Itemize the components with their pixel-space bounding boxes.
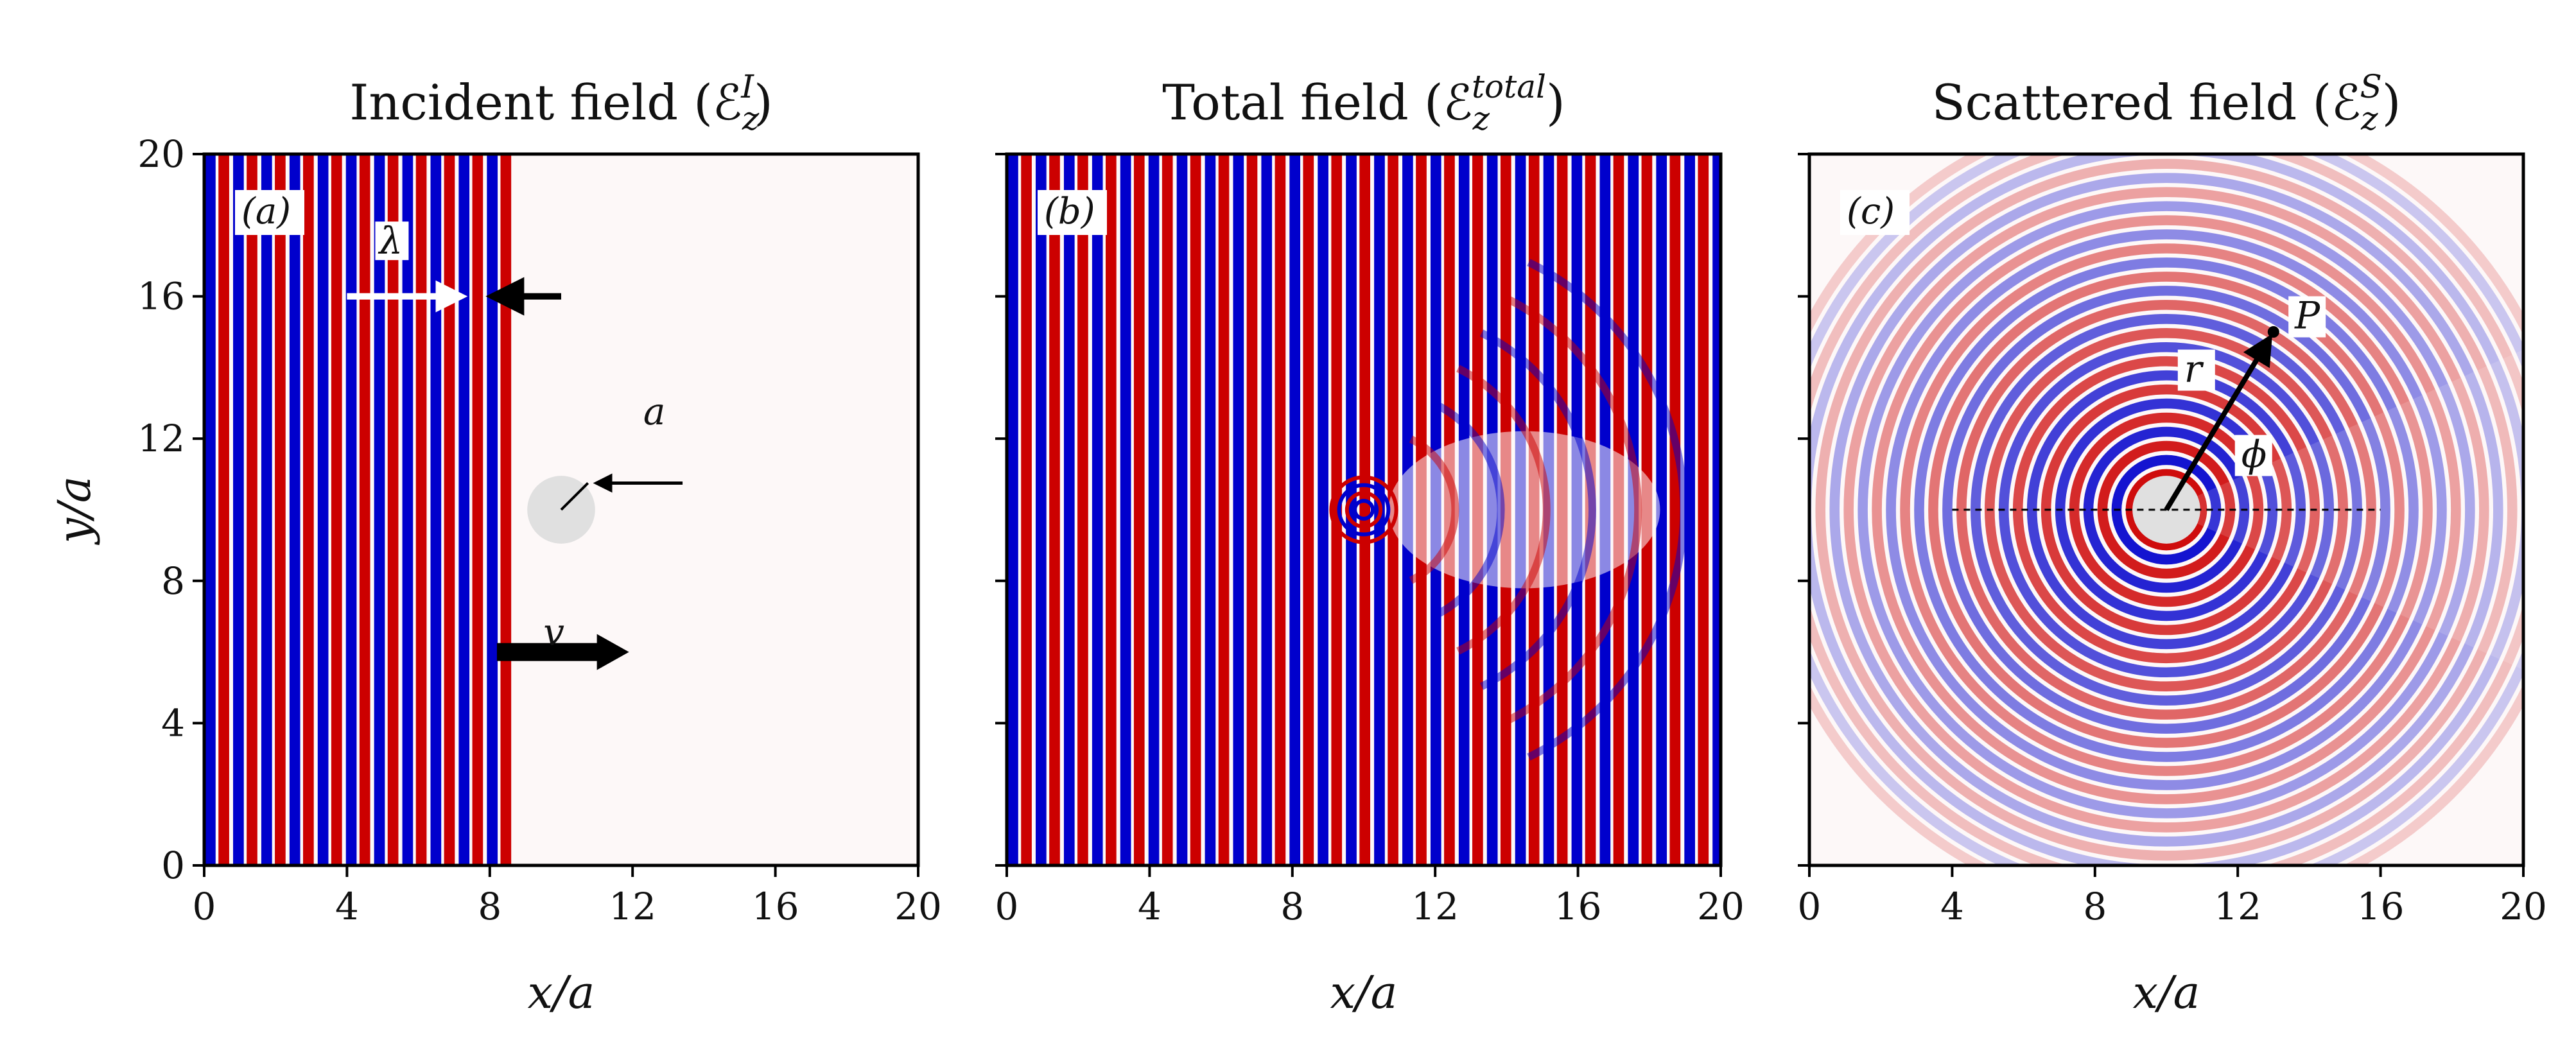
x-tick-label: 20: [1697, 885, 1745, 928]
wave-band-positive: [1162, 154, 1173, 865]
wave-band-negative: [290, 154, 300, 865]
wave-band-negative: [1177, 154, 1188, 865]
wave-band-negative: [1064, 154, 1075, 865]
wave-band-positive: [247, 154, 257, 865]
wave-band-negative: [233, 154, 244, 865]
velocity-label: v: [543, 611, 564, 654]
wave-band-negative: [1233, 154, 1244, 865]
x-tick-label: 8: [2083, 885, 2107, 928]
phi-label: ϕ: [2241, 433, 2267, 476]
x-tick-label: 16: [1554, 885, 1602, 928]
wave-band-positive: [1106, 154, 1117, 865]
wave-band-positive: [473, 154, 483, 865]
wave-band-negative: [487, 154, 498, 865]
wave-band-positive: [275, 154, 286, 865]
wave-band-negative: [1318, 154, 1328, 865]
y-tick-label: 0: [161, 844, 185, 887]
x-axis-label-a: x/a: [528, 966, 595, 1019]
wave-band-positive: [1077, 154, 1088, 865]
wave-band-positive: [1219, 154, 1230, 865]
wave-band-negative: [205, 154, 216, 865]
wavelength-label: λ: [378, 219, 403, 263]
y-tick-label: 12: [137, 417, 185, 460]
title-scattered-field: Scattered field (ℰzS): [1932, 68, 2401, 137]
y-tick-label: 20: [137, 132, 185, 176]
wave-band-negative: [318, 154, 329, 865]
panel-label-c: (c): [1847, 191, 1895, 232]
wave-band-negative: [431, 154, 442, 865]
panel-scattered-field: P r ϕ (c): [1764, 107, 2568, 912]
panel-incident-field: (a) λ a v: [204, 154, 918, 865]
x-tick-label: 0: [193, 885, 216, 928]
x-tick-label: 4: [335, 885, 359, 928]
wave-band-negative: [1120, 154, 1131, 865]
x-axis-label-c: x/a: [2133, 966, 2200, 1019]
x-tick-label: 16: [752, 885, 799, 928]
wave-band-negative: [458, 154, 469, 865]
wave-band-positive: [1359, 154, 1370, 865]
wave-band-positive: [331, 154, 342, 865]
wave-band-positive: [1247, 154, 1258, 865]
panel-label-a: (a): [241, 191, 291, 232]
wave-band-positive: [500, 154, 511, 865]
wave-band-negative: [1205, 154, 1216, 865]
x-tick-label: 16: [2357, 885, 2405, 928]
point-p-marker: [2268, 326, 2279, 338]
wave-band-negative: [346, 154, 357, 865]
wave-band-positive: [1190, 154, 1201, 865]
wave-band-negative: [1289, 154, 1300, 865]
wave-band-positive: [303, 154, 314, 865]
radius-label: a: [643, 390, 666, 433]
wave-band-positive: [1698, 154, 1709, 865]
wave-band-positive: [1275, 154, 1286, 865]
r-label: r: [2184, 347, 2204, 391]
wave-band-negative: [1261, 154, 1272, 865]
y-tick-label: 8: [161, 559, 185, 603]
wave-band-negative: [1092, 154, 1103, 865]
x-tick-label: 20: [894, 885, 942, 928]
x-tick-label: 4: [1138, 885, 1162, 928]
x-tick-label: 0: [995, 885, 1019, 928]
x-tick-label: 12: [609, 885, 656, 928]
wave-band-positive: [444, 154, 455, 865]
x-tick-label: 0: [1798, 885, 1822, 928]
x-tick-label: 12: [2214, 885, 2261, 928]
x-tick-label: 8: [1280, 885, 1304, 928]
wave-band-positive: [416, 154, 427, 865]
wave-band-positive: [1303, 154, 1314, 865]
wave-band-positive: [1021, 154, 1032, 865]
point-p-label: P: [2294, 293, 2320, 337]
title-total-field: Total field (ℰztotal): [1162, 68, 1565, 137]
y-tick-label: 16: [137, 275, 185, 318]
panel-label-b: (b): [1044, 191, 1095, 232]
title-incident-field: Incident field (ℰzI): [349, 68, 772, 137]
panel-total-field: (b): [1007, 154, 1737, 865]
wave-band-negative: [261, 154, 272, 865]
wave-band-negative: [1007, 154, 1018, 865]
x-axis-label-b: x/a: [1330, 966, 1398, 1019]
wave-band-negative: [1149, 154, 1160, 865]
wave-band-negative: [1036, 154, 1047, 865]
x-tick-label: 4: [1940, 885, 1964, 928]
wave-band-positive: [1669, 154, 1680, 865]
wave-band-positive: [1049, 154, 1060, 865]
wave-band-positive: [360, 154, 370, 865]
wave-band-positive: [1726, 154, 1737, 865]
x-tick-label: 8: [478, 885, 501, 928]
x-tick-label: 20: [2500, 885, 2547, 928]
wave-band-positive: [218, 154, 229, 865]
x-tick-label: 12: [1411, 885, 1459, 928]
y-axis-label: y/a: [48, 476, 101, 546]
y-tick-label: 4: [161, 701, 185, 745]
wave-band-positive: [1134, 154, 1145, 865]
wave-band-negative: [403, 154, 413, 865]
